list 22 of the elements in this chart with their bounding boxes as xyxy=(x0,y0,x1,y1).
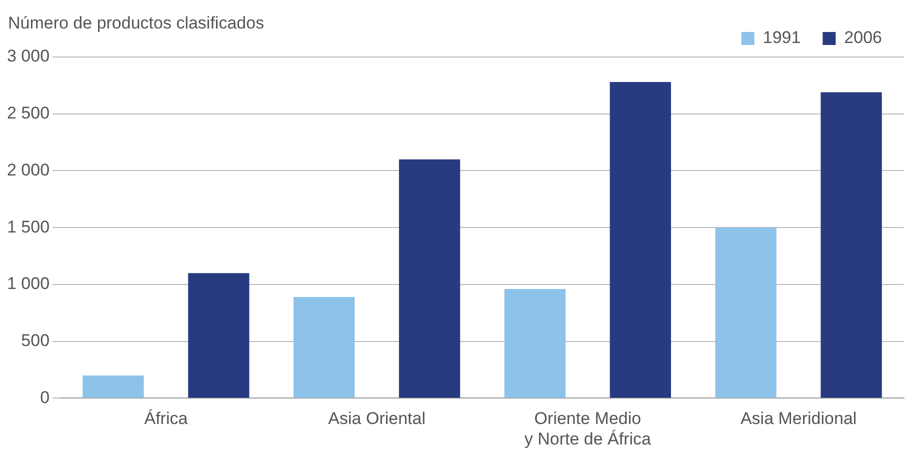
bar xyxy=(294,296,355,398)
x-tick-label: Oriente Medio y Norte de África xyxy=(524,409,652,448)
y-tick-label: 2 500 xyxy=(6,104,50,123)
y-tick-label: 0 xyxy=(40,388,50,407)
x-tick-label: África xyxy=(144,409,188,428)
x-tick-label: Asia Oriental xyxy=(328,409,426,428)
x-tick-label: Asia Meridional xyxy=(740,409,857,428)
y-tick-label: 2 000 xyxy=(6,160,50,180)
y-axis-title: Número de productos clasificados xyxy=(8,14,264,33)
y-tick-label: 3 000 xyxy=(6,46,50,66)
bar xyxy=(398,159,460,398)
bar xyxy=(610,82,671,398)
legend-label: 1991 xyxy=(762,28,801,48)
bar xyxy=(715,228,776,398)
bar xyxy=(82,375,144,398)
bar xyxy=(820,92,882,398)
legend-label: 2006 xyxy=(844,28,882,48)
bar xyxy=(188,273,250,398)
bar xyxy=(504,289,566,398)
y-tick-label: 500 xyxy=(21,331,50,350)
y-tick-label: 1 000 xyxy=(6,274,50,294)
y-tick-label: 1 500 xyxy=(6,217,50,236)
